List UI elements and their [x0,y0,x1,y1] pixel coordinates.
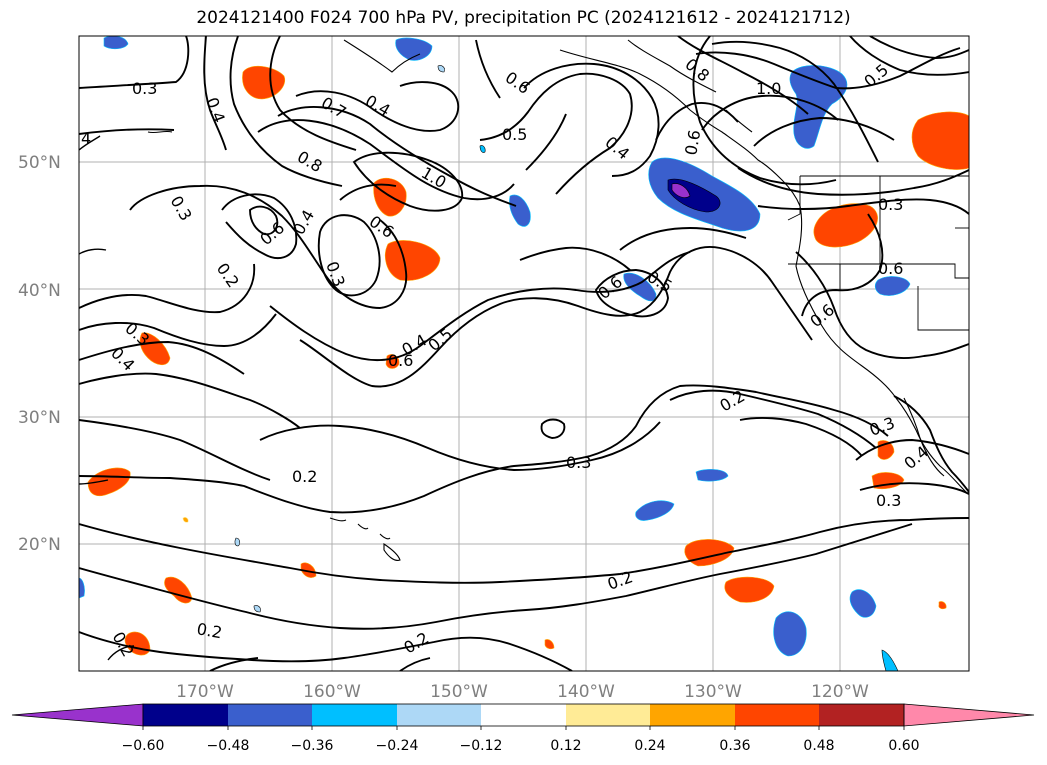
precip-negative-areas [79,36,911,671]
colorbar-bin [650,704,735,726]
colorbar-tick-label: 0.48 [803,738,834,754]
colorbar-tick-label: −0.12 [460,738,503,754]
colorbar-bin [312,704,397,726]
colorbar-bin [819,704,904,726]
contour-label: 1.0 [756,79,781,98]
coastlines [147,39,967,561]
colorbar-bin [481,704,566,726]
figure-title: 2024121400 F024 700 hPa PV, precipitatio… [196,8,851,28]
lon-label: 130°W [684,682,742,702]
colorbar-tick-label: −0.36 [291,738,334,754]
lon-label: 160°W [303,682,361,702]
colorbar-tick-label: −0.48 [207,738,250,754]
map-area [79,36,969,671]
colorbar-tick-label: −0.60 [122,738,165,754]
colorbar: −0.60 −0.48 −0.36 −0.24 −0.12 0.12 0.24 … [11,703,1035,754]
contour-label: 0.3 [566,453,591,472]
contour-label: 0.3 [132,79,157,98]
borders [787,175,969,331]
map-border [78,35,970,672]
contour-label: 4 [81,129,91,148]
colorbar-tick-label: 0.36 [719,738,750,754]
contour-label: 0.2 [195,619,223,642]
colorbar-extend-min [11,703,144,727]
lon-label: 170°W [176,682,234,702]
colorbar-frame [142,703,905,727]
contour-label: 0.6 [388,351,413,370]
contour-label: 0.3 [876,491,901,510]
contour-label: 0.6 [878,259,903,278]
colorbar-tick-label: 0.24 [634,738,665,754]
contour-label: 0.5 [502,125,527,144]
colorbar-tick-label: −0.24 [376,738,419,754]
colorbar-bin [566,704,650,726]
lon-label: 150°W [430,682,488,702]
colorbar-bin [735,704,819,726]
colorbar-extend-max [903,703,1035,727]
contour-label: 0.3 [878,195,903,214]
longitude-labels: 170°W 160°W 150°W 140°W 130°W 120°W [176,682,869,702]
pv-contours-thin [79,135,135,661]
lat-label: 20°N [18,535,61,555]
lon-label: 140°W [557,682,615,702]
colorbar-tick-label: 0.12 [550,738,581,754]
contour-label: 0.6 [681,128,704,156]
lon-label: 120°W [811,682,869,702]
contour-label: 0.2 [292,467,317,486]
lat-label: 30°N [18,408,61,428]
gridlines [79,36,969,671]
colorbar-tick-label: 0.60 [888,738,919,754]
latitude-labels: 50°N 40°N 30°N 20°N [18,153,61,555]
colorbar-bin [228,704,312,726]
lat-label: 50°N [18,153,61,173]
lat-label: 40°N [18,281,61,301]
colorbar-bin [143,704,228,726]
colorbar-bin [397,704,481,726]
pv-contours [79,36,969,671]
